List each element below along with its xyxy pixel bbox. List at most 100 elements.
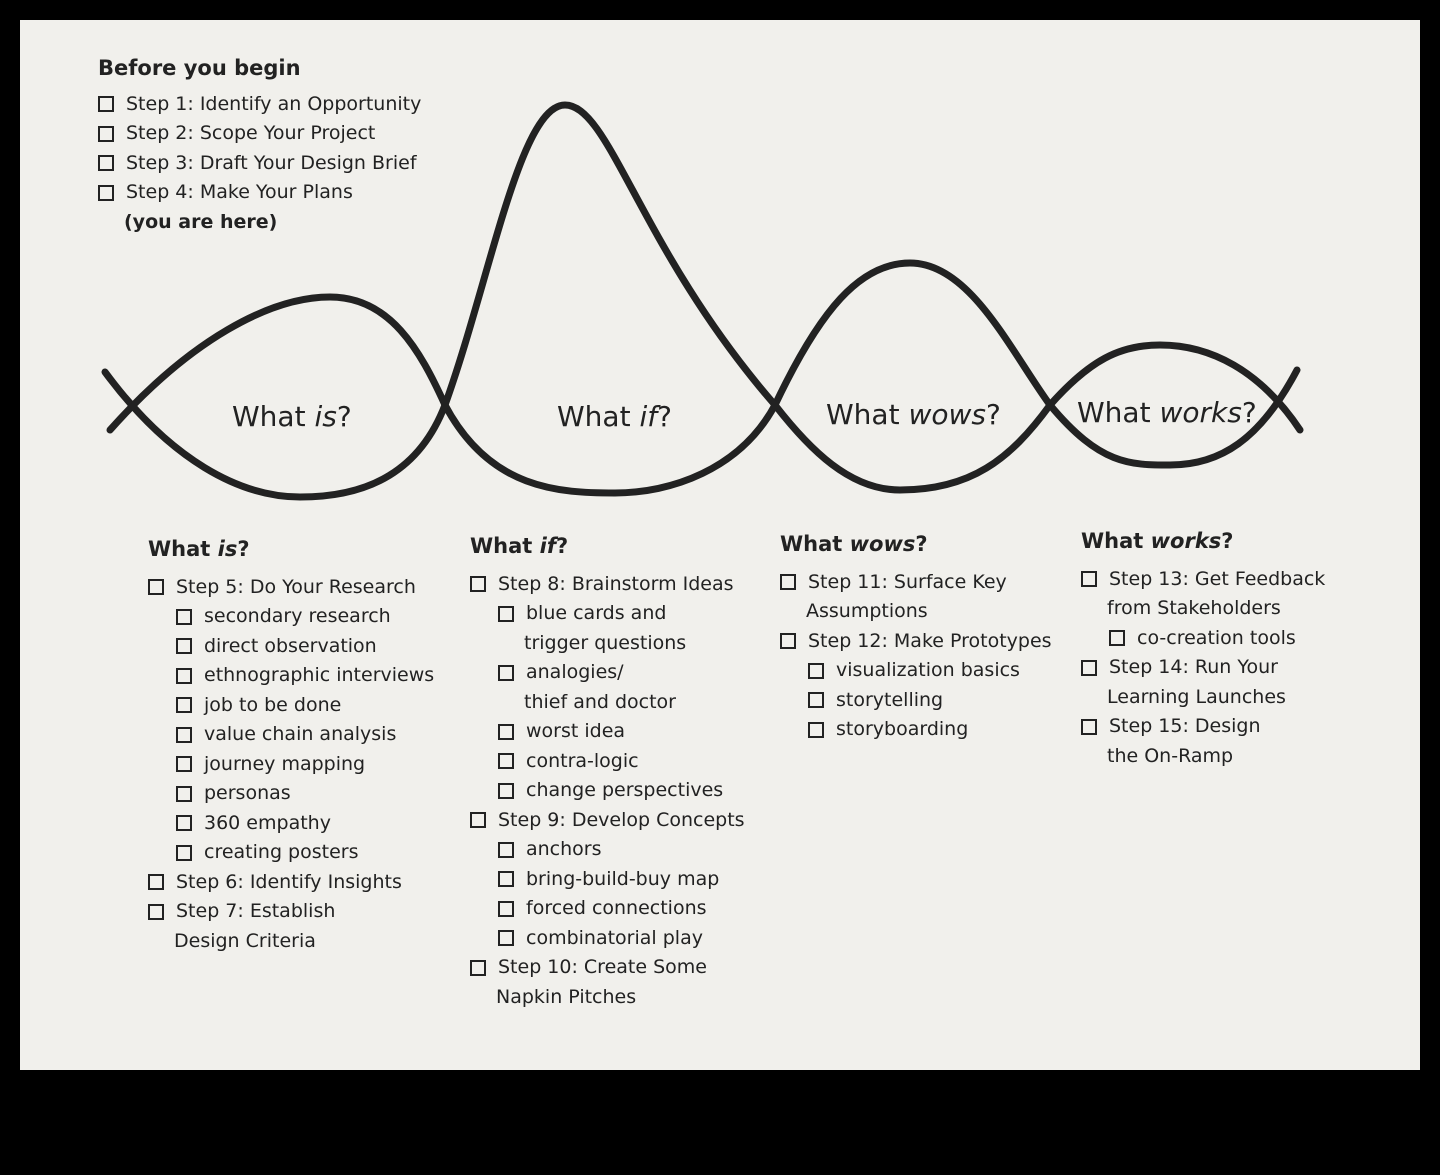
item-text: job to be done (204, 693, 342, 716)
column-what-works: What works? Step 13: Get Feedback from Sta… (1081, 527, 1325, 771)
checkbox-icon[interactable] (498, 605, 514, 622)
item-text: combinatorial play (526, 926, 703, 949)
checkbox-icon[interactable] (176, 844, 192, 861)
column-what-if: What if? Step 8: Brainstorm Ideas blue car… (470, 532, 745, 1012)
item-text: Step 15: Design (1109, 715, 1261, 737)
checklist-item: Step 11: Surface Key (780, 568, 1052, 598)
column-what-is: What is? Step 5: Do Your Research secondar… (148, 535, 434, 956)
item-text: Step 13: Get Feedback (1109, 567, 1326, 590)
checklist-item: Step 1: Identify an Opportunity (98, 90, 421, 120)
checkbox-icon[interactable] (470, 576, 486, 593)
checklist-item: 360 empathy (148, 809, 434, 839)
checkbox-icon[interactable] (498, 782, 514, 799)
checkbox-icon[interactable] (498, 930, 514, 947)
checkbox-icon[interactable] (498, 664, 514, 681)
checklist-item: change perspectives (470, 776, 745, 806)
you-are-here-note: (you are here) (124, 210, 278, 233)
checklist-item: creating posters (148, 838, 434, 868)
checkbox-icon[interactable] (498, 723, 514, 740)
item-text: worst idea (526, 720, 626, 742)
checklist-item: visualization basics (780, 656, 1052, 686)
checkbox-icon[interactable] (1081, 718, 1097, 735)
wave-diagram (101, 101, 1304, 501)
checkbox-icon[interactable] (808, 662, 824, 679)
item-text: Design Criteria (174, 929, 316, 952)
checkbox-icon[interactable] (498, 871, 514, 888)
wave-curve-b (101, 101, 1304, 501)
checkbox-icon[interactable] (98, 184, 114, 201)
checkbox-icon[interactable] (176, 697, 192, 714)
checkbox-icon[interactable] (1081, 659, 1097, 676)
checklist-item: journey mapping (148, 750, 434, 780)
item-text: from Stakeholders (1107, 597, 1281, 619)
checklist-item: thief and doctor (470, 688, 745, 718)
checkbox-icon[interactable] (176, 756, 192, 773)
wave-label-what-is: What is? (232, 400, 352, 433)
item-text: co-creation tools (1137, 626, 1296, 649)
item-text: thief and doctor (524, 690, 676, 713)
checklist-item: Step 3: Draft Your Design Brief (98, 149, 421, 179)
checklist-item: bring-build-buy map (470, 865, 745, 895)
item-text: Step 8: Brainstorm Ideas (498, 572, 734, 595)
checkbox-icon[interactable] (148, 579, 164, 596)
item-text: personas (204, 782, 291, 804)
checklist-item: blue cards and (470, 599, 745, 629)
item-text: Step 12: Make Prototypes (808, 629, 1052, 652)
checkbox-icon[interactable] (1081, 571, 1097, 588)
item-text: contra-logic (526, 749, 639, 772)
item-text: Step 1: Identify an Opportunity (126, 92, 422, 115)
item-text: secondary research (204, 605, 391, 627)
checkbox-icon[interactable] (176, 726, 192, 743)
checklist-item: Step 9: Develop Concepts (470, 806, 745, 836)
checkbox-icon[interactable] (1109, 630, 1125, 647)
item-text: analogies/ (526, 661, 624, 683)
checkbox-icon[interactable] (808, 721, 824, 738)
checkbox-icon[interactable] (470, 959, 486, 976)
checklist-item: direct observation (148, 632, 434, 662)
item-text: Step 6: Identify Insights (176, 870, 402, 893)
checklist-item: trigger questions (470, 629, 745, 659)
checklist-item: Step 5: Do Your Research (148, 573, 434, 603)
item-text: Step 10: Create Some (498, 956, 707, 978)
checkbox-icon[interactable] (176, 785, 192, 802)
checkbox-icon[interactable] (98, 96, 114, 113)
item-text: Step 4: Make Your Plans (126, 181, 353, 203)
checkbox-icon[interactable] (98, 125, 114, 142)
checkbox-icon[interactable] (176, 608, 192, 625)
column-title: What is? (148, 537, 250, 561)
item-text: journey mapping (204, 752, 366, 775)
wave-curve-a (106, 259, 1301, 497)
checklist-item: personas (148, 779, 434, 809)
checkbox-icon[interactable] (98, 155, 114, 172)
checkbox-icon[interactable] (176, 667, 192, 684)
checkbox-icon[interactable] (780, 633, 796, 650)
item-text: direct observation (204, 634, 377, 657)
checklist-item: Step 10: Create Some (470, 953, 745, 983)
checkbox-icon[interactable] (470, 812, 486, 829)
checklist-item: analogies/ (470, 658, 745, 688)
checkbox-icon[interactable] (780, 574, 796, 591)
checkbox-icon[interactable] (808, 692, 824, 709)
wave-label-what-if: What if? (557, 400, 672, 433)
item-text: Step 14: Run Your (1109, 656, 1278, 678)
checklist-item: Step 8: Brainstorm Ideas (470, 570, 745, 600)
checklist-item: anchors (470, 835, 745, 865)
item-text: the On-Ramp (1107, 744, 1234, 767)
checkbox-icon[interactable] (498, 841, 514, 858)
item-text: trigger questions (524, 631, 687, 654)
checkbox-icon[interactable] (176, 815, 192, 832)
checkbox-icon[interactable] (176, 638, 192, 655)
item-text: ethnographic interviews (204, 664, 435, 686)
checklist-item: combinatorial play (470, 924, 745, 954)
checkbox-icon[interactable] (148, 874, 164, 891)
checklist-item: ethnographic interviews (148, 661, 434, 691)
item-text: Step 7: Establish (176, 900, 336, 922)
checkbox-icon[interactable] (498, 900, 514, 917)
checkbox-icon[interactable] (148, 903, 164, 920)
item-text: Assumptions (806, 600, 928, 622)
checklist-item: the On-Ramp (1081, 742, 1325, 772)
checklist-item: forced connections (470, 894, 745, 924)
checkbox-icon[interactable] (498, 753, 514, 770)
checklist-item: Step 15: Design (1081, 712, 1325, 742)
checklist-item: Step 12: Make Prototypes (780, 627, 1052, 657)
